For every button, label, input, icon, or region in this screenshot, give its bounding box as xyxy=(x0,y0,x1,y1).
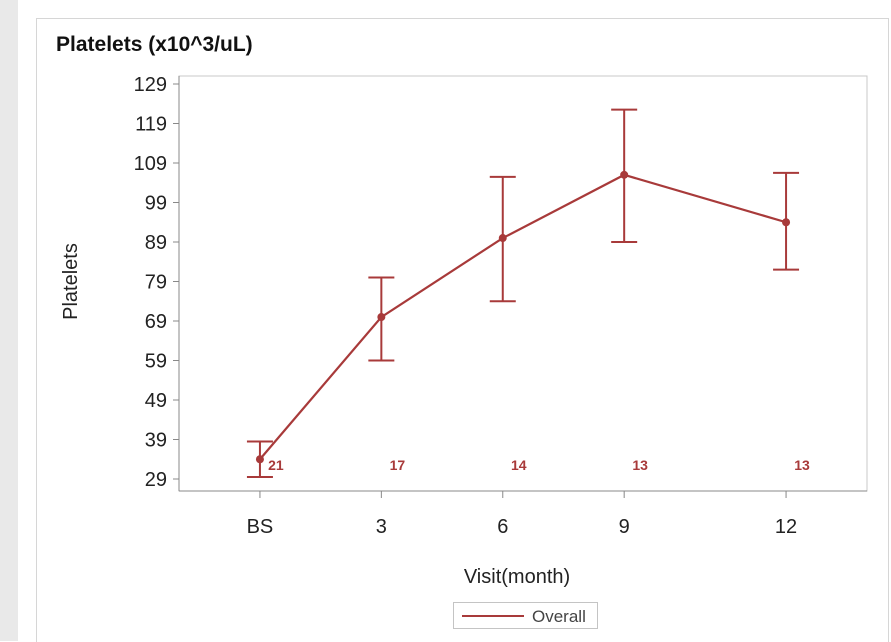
data-point xyxy=(620,170,629,179)
y-tick-label: 49 xyxy=(145,390,167,412)
y-tick-label: 39 xyxy=(145,430,167,452)
y-tick-label: 59 xyxy=(145,351,167,373)
chart-panel xyxy=(36,18,889,642)
left-side-strip xyxy=(0,0,18,641)
legend-swatch-overall xyxy=(462,615,524,617)
x-tick-label: 9 xyxy=(619,516,630,538)
legend-label-overall: Overall xyxy=(532,607,586,626)
sample-size-label: 21 xyxy=(268,457,284,473)
x-tick-label: 3 xyxy=(376,516,387,538)
y-axis-title: Platelets xyxy=(60,243,82,320)
y-tick-label: 29 xyxy=(145,469,167,491)
y-tick-label: 119 xyxy=(135,114,167,136)
chart-title: Platelets (x10^3/uL) xyxy=(56,33,253,56)
sample-size-label: 14 xyxy=(511,457,527,473)
y-tick-label: 79 xyxy=(145,272,167,294)
x-tick-label: 6 xyxy=(497,516,508,538)
y-tick-label: 109 xyxy=(134,153,167,175)
y-tick-label: 69 xyxy=(145,311,167,333)
sample-size-label: 13 xyxy=(794,457,810,473)
y-tick-label: 99 xyxy=(145,193,167,215)
sample-size-label: 13 xyxy=(632,457,648,473)
data-point xyxy=(255,455,264,464)
x-tick-label: 12 xyxy=(775,516,797,538)
legend: Overall xyxy=(453,602,598,629)
marks-layer: 21 17 14 13 13 xyxy=(246,108,810,479)
y-tick-label: 129 xyxy=(134,74,167,96)
x-axis-title: Visit(month) xyxy=(464,566,570,588)
series-line-overall xyxy=(259,173,787,460)
y-tick-label: 89 xyxy=(145,232,167,254)
x-tick-label: BS xyxy=(247,516,274,538)
data-point xyxy=(782,218,791,227)
data-point xyxy=(498,234,507,243)
plot-frame xyxy=(178,75,868,492)
sample-size-label: 17 xyxy=(390,457,406,473)
data-point xyxy=(377,313,386,322)
